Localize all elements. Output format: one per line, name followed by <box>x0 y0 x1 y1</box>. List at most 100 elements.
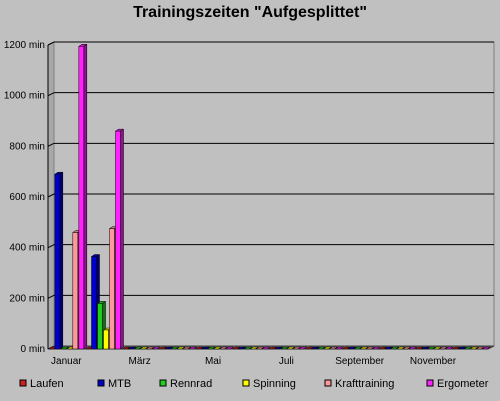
bar <box>127 346 137 350</box>
bar <box>243 346 253 350</box>
bar <box>182 346 192 350</box>
y-tick-label: 800 min <box>9 141 45 152</box>
legend-swatch <box>19 379 27 387</box>
legend-item: MTB <box>97 378 131 390</box>
bar <box>432 346 443 350</box>
x-tick-label: März <box>129 356 151 367</box>
bar <box>359 346 369 350</box>
legend-swatch <box>97 379 105 387</box>
legend-item: Laufen <box>19 378 64 390</box>
legend-item: Rennrad <box>159 378 212 390</box>
bar <box>261 346 271 350</box>
bar <box>224 346 235 350</box>
bar <box>114 128 125 350</box>
bar <box>469 346 479 350</box>
bar <box>255 346 265 350</box>
bar <box>231 346 241 350</box>
y-tick-label: 1200 min <box>4 40 45 51</box>
bar <box>402 346 412 350</box>
bar <box>268 346 278 350</box>
x-tick-label: Mai <box>205 356 221 367</box>
bar <box>249 346 259 350</box>
bar <box>322 346 333 350</box>
bar <box>451 346 461 350</box>
x-tick-label: September <box>335 356 385 367</box>
bar <box>60 346 70 350</box>
x-tick-label: Januar <box>51 356 82 367</box>
legend-label: MTB <box>108 378 131 390</box>
bar <box>481 346 491 350</box>
y-tick-label: 400 min <box>9 243 45 254</box>
bar <box>139 346 149 350</box>
x-tick-label: Juli <box>279 356 294 367</box>
bar <box>408 346 418 350</box>
bar <box>78 43 88 350</box>
legend-label: Spinning <box>253 378 296 390</box>
legend-swatch <box>242 379 250 387</box>
legend-item: Krafttraining <box>324 378 394 390</box>
bar <box>121 346 131 350</box>
legend-swatch <box>159 379 167 387</box>
bar <box>347 346 357 350</box>
bar <box>188 346 198 350</box>
bar <box>396 346 406 350</box>
legend-swatch <box>324 379 332 387</box>
y-tick-label: 600 min <box>9 192 45 203</box>
bar <box>457 346 467 350</box>
bar <box>133 346 143 350</box>
bar <box>164 346 174 350</box>
legend-swatch <box>426 379 434 387</box>
gridline-depth <box>47 142 55 147</box>
bar <box>212 346 223 350</box>
bar <box>378 346 388 350</box>
gridline-depth <box>47 294 55 299</box>
y-tick-label: 1000 min <box>4 91 45 102</box>
bar <box>298 346 308 350</box>
bar <box>237 346 247 350</box>
bar <box>334 346 345 350</box>
bar <box>353 346 363 350</box>
bar <box>206 346 217 350</box>
bar <box>475 346 485 350</box>
legend-label: Krafttraining <box>335 378 394 390</box>
gridline-depth <box>47 193 55 198</box>
gridline-depth <box>47 41 55 46</box>
bar <box>194 346 205 350</box>
bar <box>170 346 180 350</box>
bar <box>176 346 186 350</box>
chart-title: Trainingszeiten "Aufgesplittet" <box>133 4 367 21</box>
bar <box>328 346 339 350</box>
bar <box>280 346 290 350</box>
bar <box>420 346 431 350</box>
bar <box>316 346 327 350</box>
bar <box>463 346 473 350</box>
bar <box>390 346 400 350</box>
bar <box>310 346 321 350</box>
bar <box>414 346 425 350</box>
bar <box>292 346 302 350</box>
bar <box>365 346 375 350</box>
bar <box>200 346 211 350</box>
legend-label: Rennrad <box>170 378 212 390</box>
gridline-depth <box>47 244 55 249</box>
x-tick-label: November <box>410 356 457 367</box>
bar <box>145 346 155 350</box>
bar <box>158 346 168 350</box>
legend-label: Laufen <box>30 378 64 390</box>
bar <box>438 346 449 350</box>
legend-item: Spinning <box>242 378 296 390</box>
bar <box>384 346 394 350</box>
bar <box>304 346 315 350</box>
bar <box>274 346 284 350</box>
bar <box>444 346 455 350</box>
bar <box>341 346 351 350</box>
y-tick-label: 0 min <box>21 344 45 355</box>
bar <box>151 346 161 350</box>
bar <box>218 346 229 350</box>
y-tick-label: 200 min <box>9 293 45 304</box>
bar <box>426 346 437 350</box>
legend-item: Ergometer <box>426 378 489 390</box>
bar <box>54 171 64 350</box>
bar <box>286 346 296 350</box>
